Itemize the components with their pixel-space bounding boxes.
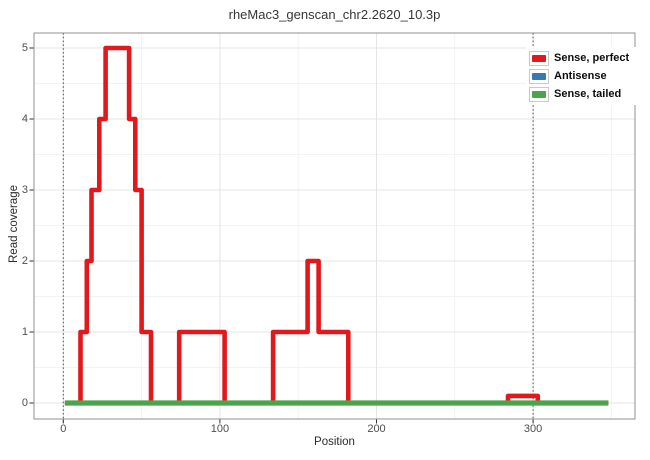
y-tick-label: 3 [21, 184, 28, 196]
legend-key-box [529, 68, 549, 84]
x-tick-label: 100 [210, 423, 230, 435]
y-tick-label: 4 [21, 113, 28, 125]
y-tick-label: 1 [21, 326, 28, 338]
x-tick-label: 0 [60, 423, 67, 435]
x-tick-label: 300 [523, 423, 543, 435]
x-axis-label: Position [314, 436, 355, 448]
y-axis-label: Read coverage [8, 185, 20, 263]
panel-border [33, 32, 636, 420]
series-sense-perfect [64, 45, 609, 406]
legend-color-swatch [532, 72, 546, 80]
legend-item: Sense, perfect [529, 49, 637, 67]
y-tick-label: 2 [21, 255, 28, 267]
legend-label: Sense, tailed [554, 88, 622, 100]
legend: Sense, perfect Antisense Sense, tailed [526, 47, 637, 105]
legend-item: Sense, tailed [529, 85, 637, 103]
legend-key-box [529, 86, 549, 102]
y-tick-label: 5 [21, 42, 28, 54]
legend-label: Antisense [554, 70, 607, 82]
legend-label: Sense, perfect [554, 52, 630, 64]
y-tick-label: 0 [21, 397, 28, 409]
legend-item: Antisense [529, 67, 637, 85]
legend-color-swatch [532, 90, 546, 98]
legend-color-swatch [532, 54, 546, 62]
legend-key-box [529, 50, 549, 66]
x-tick-label: 200 [367, 423, 386, 435]
chart-title: rheMac3_genscan_chr2.2620_10.3p [228, 7, 441, 22]
